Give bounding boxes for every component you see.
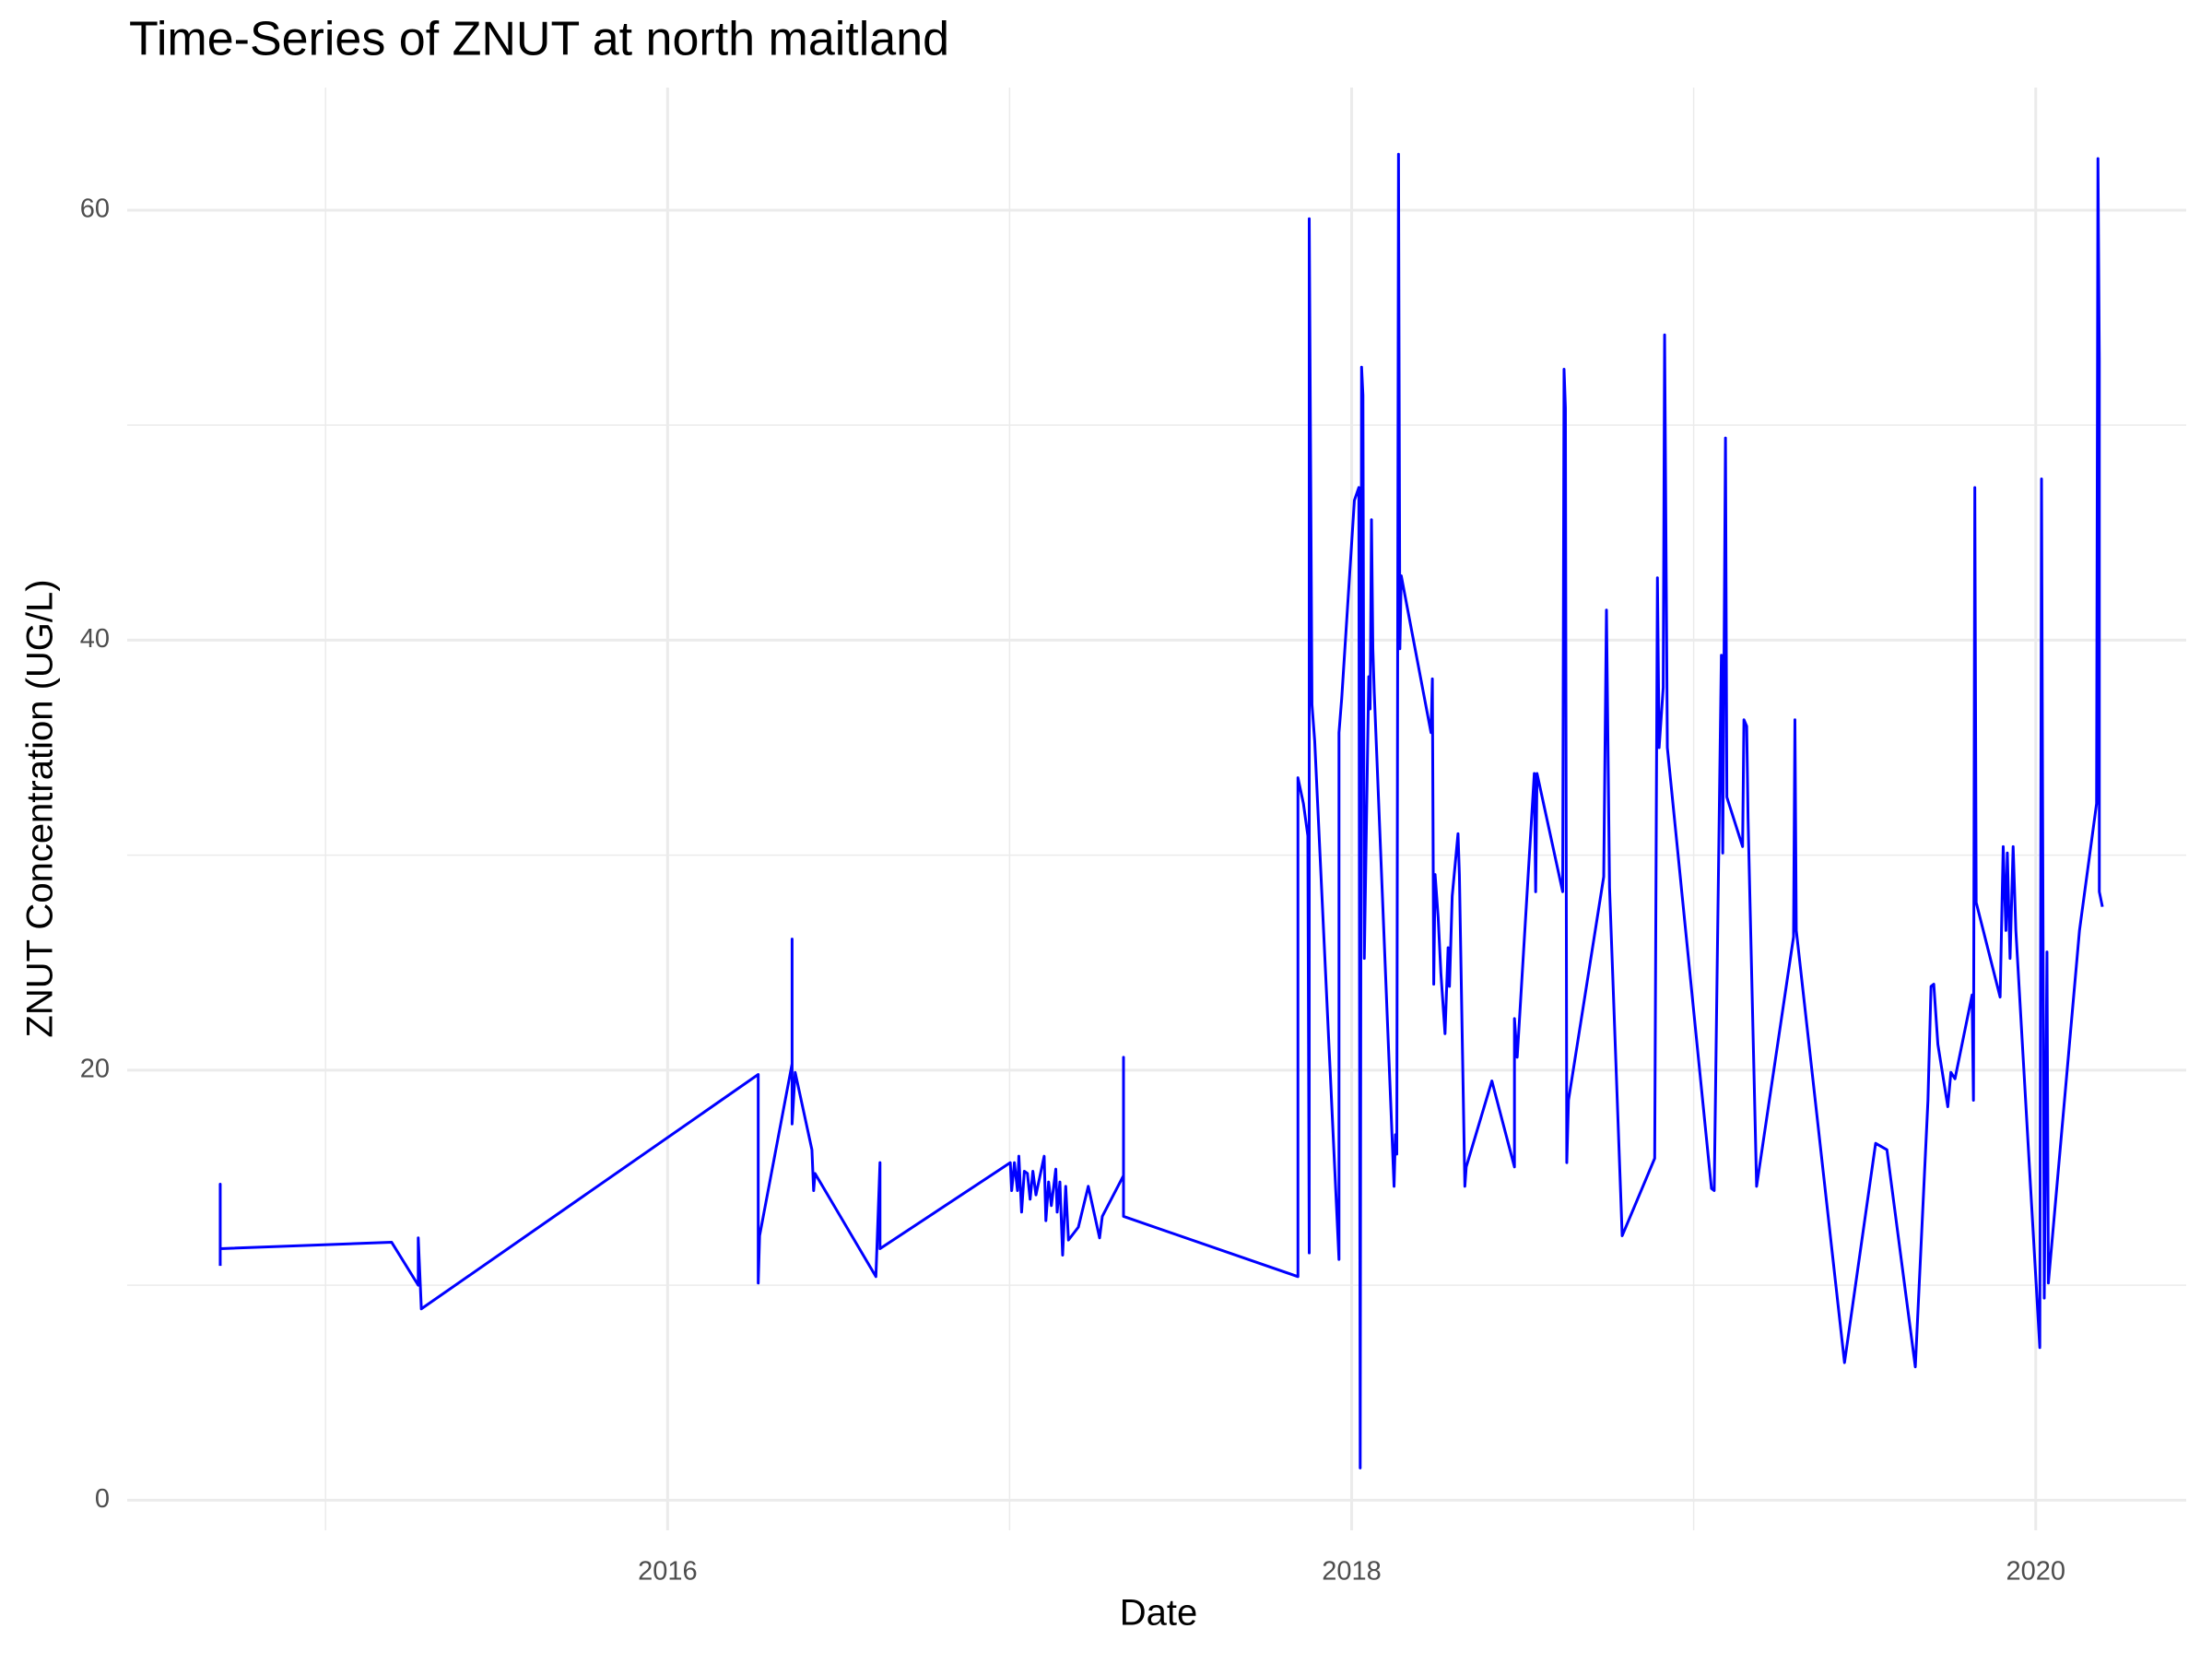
y-tick-label: 60 <box>80 195 110 224</box>
chart-title: Time-Series of ZNUT at north maitland <box>129 13 949 66</box>
x-tick-label: 2016 <box>638 1557 698 1587</box>
y-axis-title: ZNUT Concentration (UG/L) <box>20 579 61 1037</box>
x-tick-label: 2020 <box>2006 1557 2065 1587</box>
grid <box>127 88 2186 1530</box>
y-tick-label: 40 <box>80 624 110 654</box>
y-tick-label: 20 <box>80 1055 110 1084</box>
data-line <box>218 152 2104 1469</box>
x-axis-title: Date <box>1120 1593 1198 1634</box>
axes: 0 20 40 60 2016 2018 2020 <box>80 195 2065 1587</box>
x-tick-label: 2018 <box>1322 1557 1382 1587</box>
plot <box>218 152 2104 1469</box>
y-tick-label: 0 <box>95 1484 110 1514</box>
